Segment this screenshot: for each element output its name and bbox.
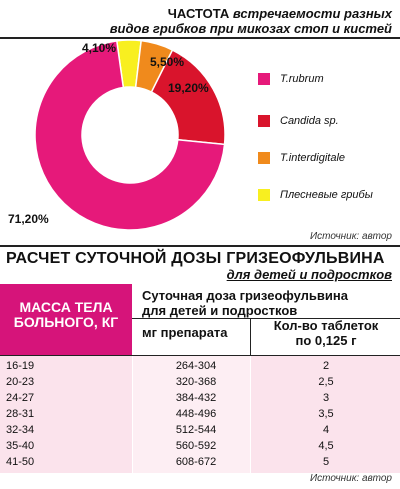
mass-header-cell: [0, 284, 132, 356]
mass-header: МАССА ТЕЛА БОЛЬНОГО, КГ: [0, 300, 132, 330]
mg-header: мг препарата: [142, 325, 228, 340]
tablets-cell: 4: [322, 424, 330, 436]
donut-label-candida: 19,20%: [168, 81, 209, 95]
table-row: 41-50 608-672 5: [0, 454, 400, 470]
mg-cell: 320-368: [175, 376, 217, 388]
mg-cell: 608-672: [175, 456, 217, 468]
dose-header-line1: Суточная доза гризеофульвина: [142, 288, 348, 303]
mg-cell: 512-544: [175, 424, 217, 436]
column-gap-2: [250, 356, 251, 473]
table-row: 16-19 264-304 2: [0, 358, 400, 374]
chart-title: ЧАСТОТА встречаемости разных видов грибк…: [110, 6, 392, 36]
table-row: 35-40 560-592 4,5: [0, 438, 400, 454]
tablets-cell: 3,5: [318, 408, 334, 420]
middle-divider: [0, 245, 400, 247]
chart-title-rest: встречаемости разных: [232, 6, 392, 21]
table-row: 28-31 448-496 3,5: [0, 406, 400, 422]
top-divider: [0, 37, 400, 39]
donut-label-trubrum: 71,20%: [8, 212, 49, 226]
donut-slice-trubrum: [34, 40, 226, 230]
mass-cell: 20-23: [6, 376, 35, 388]
dose-header: Суточная доза гризеофульвина для детей и…: [142, 288, 348, 318]
legend-swatch: [258, 73, 270, 85]
donut-chart: 71,20% 19,20% 5,50% 4,10%: [8, 40, 226, 230]
mass-cell: 24-27: [6, 392, 35, 404]
chart-title-strong: ЧАСТОТА: [167, 6, 230, 21]
mg-cell: 264-304: [175, 360, 217, 372]
tablets-cell: 2: [322, 360, 330, 372]
tablets-header: Кол-во таблеток по 0,125 г: [252, 318, 400, 348]
mg-cell: 384-432: [175, 392, 217, 404]
donut-label-mold: 4,10%: [82, 41, 116, 55]
tablets-cell: 5: [322, 456, 330, 468]
table-source: Источник: автор: [309, 473, 392, 484]
header-divider: [132, 318, 400, 319]
legend-swatch: [258, 115, 270, 127]
mass-cell: 41-50: [6, 456, 35, 468]
mg-cell: 448-496: [175, 408, 217, 420]
table-row: 24-27 384-432 3: [0, 390, 400, 406]
header-bottom-line: [0, 355, 400, 356]
donut-label-interdigitale: 5,50%: [150, 55, 184, 69]
mass-header-line1: МАССА ТЕЛА: [19, 299, 113, 315]
mass-cell: 28-31: [6, 408, 35, 420]
mg-column-bg: [132, 356, 250, 473]
dose-header-line2: для детей и подростков: [142, 303, 298, 318]
legend-label: T.rubrum: [280, 73, 324, 85]
column-gap-1: [132, 356, 133, 473]
chart-title-line2: видов грибков при микозах стоп и кистей: [109, 21, 392, 36]
legend-swatch: [258, 152, 270, 164]
mass-cell: 16-19: [6, 360, 35, 372]
tablets-header-line1: Кол-во таблеток: [273, 318, 379, 333]
mass-cell: 32-34: [6, 424, 35, 436]
legend-label: Candida sp.: [280, 115, 339, 127]
header-column-divider: [250, 318, 251, 356]
table-title: РАСЧЕТ СУТОЧНОЙ ДОЗЫ ГРИЗЕОФУЛЬВИНА: [6, 250, 385, 267]
tablets-header-line2: по 0,125 г: [295, 333, 357, 348]
mass-header-line2: БОЛЬНОГО, КГ: [13, 314, 119, 330]
table-row: 32-34 512-544 4: [0, 422, 400, 438]
tablets-cell: 4,5: [318, 440, 334, 452]
legend-label: T.interdigitale: [280, 152, 346, 164]
tablets-cell: 2,5: [318, 376, 334, 388]
tablets-cell: 3: [322, 392, 330, 404]
mass-cell: 35-40: [6, 440, 35, 452]
table-row: 20-23 320-368 2,5: [0, 374, 400, 390]
table-subtitle: для детей и подростков: [226, 267, 392, 282]
legend-label: Плесневые грибы: [280, 189, 373, 201]
chart-source: Источник: автор: [309, 231, 392, 242]
legend-swatch: [258, 189, 270, 201]
mg-cell: 560-592: [175, 440, 217, 452]
